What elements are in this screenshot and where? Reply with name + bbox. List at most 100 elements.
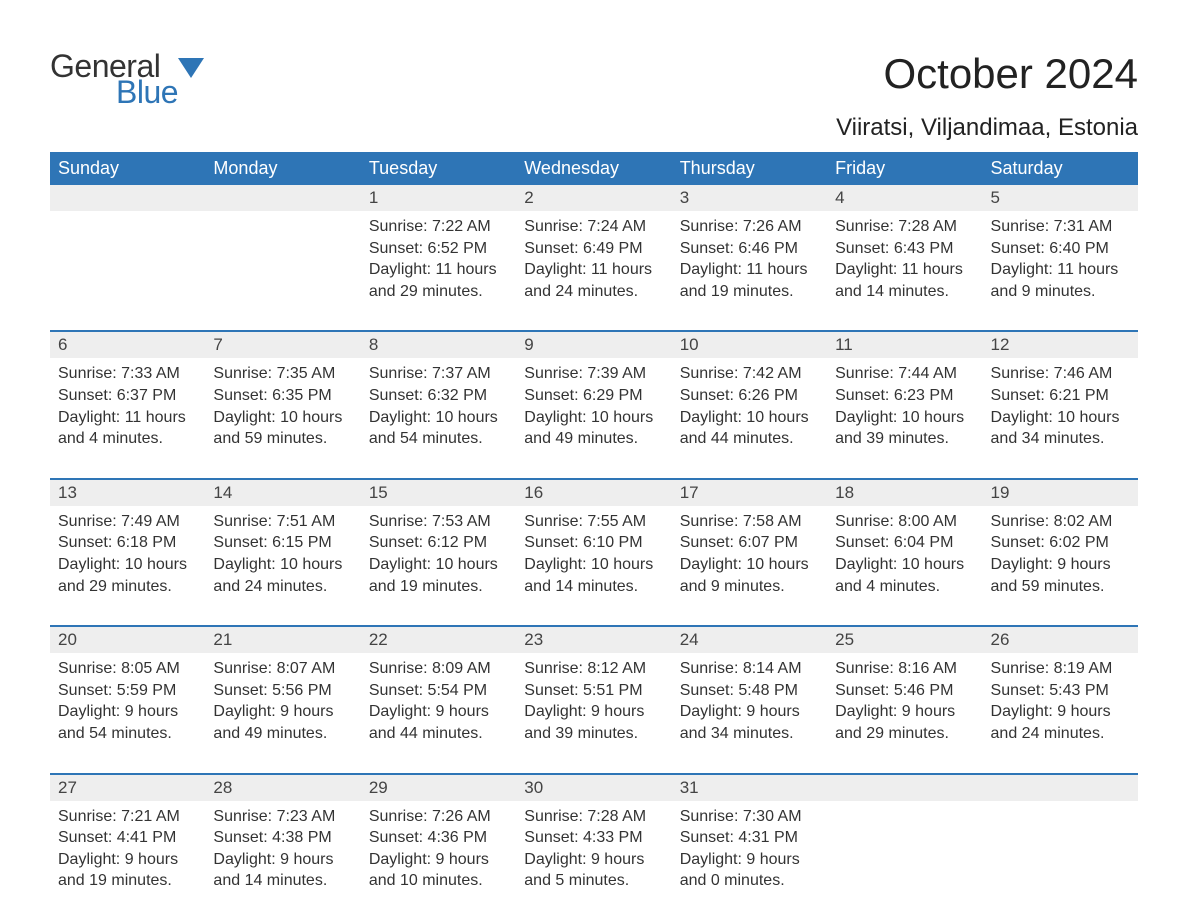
sunrise-line: Sunrise: 7:46 AM: [991, 363, 1130, 385]
sunset-line: Sunset: 6:29 PM: [524, 385, 663, 407]
day-content-cell: Sunrise: 8:05 AMSunset: 5:59 PMDaylight:…: [50, 653, 205, 773]
day-number-cell: 3: [672, 185, 827, 211]
weekday-header: Tuesday: [361, 152, 516, 185]
day-content-cell: Sunrise: 7:33 AMSunset: 6:37 PMDaylight:…: [50, 358, 205, 478]
sunrise-line: Sunrise: 8:02 AM: [991, 511, 1130, 533]
day-content-cell: Sunrise: 7:37 AMSunset: 6:32 PMDaylight:…: [361, 358, 516, 478]
day-number-row: 20212223242526: [50, 626, 1138, 653]
day-number-row: 12345: [50, 185, 1138, 211]
weekday-header: Saturday: [983, 152, 1138, 185]
day-content-row: Sunrise: 8:05 AMSunset: 5:59 PMDaylight:…: [50, 653, 1138, 773]
daylight-line: Daylight: 9 hours and 59 minutes.: [991, 554, 1130, 597]
day-number-cell: 24: [672, 626, 827, 653]
daylight-line: Daylight: 9 hours and 54 minutes.: [58, 701, 197, 744]
sunrise-line: Sunrise: 8:12 AM: [524, 658, 663, 680]
day-content-cell: Sunrise: 8:14 AMSunset: 5:48 PMDaylight:…: [672, 653, 827, 773]
day-content-cell: Sunrise: 7:39 AMSunset: 6:29 PMDaylight:…: [516, 358, 671, 478]
sunset-line: Sunset: 6:49 PM: [524, 238, 663, 260]
day-number-cell: 17: [672, 479, 827, 506]
sunset-line: Sunset: 6:21 PM: [991, 385, 1130, 407]
sunrise-line: Sunrise: 7:26 AM: [680, 216, 819, 238]
daylight-line: Daylight: 11 hours and 14 minutes.: [835, 259, 974, 302]
day-number-cell: 23: [516, 626, 671, 653]
day-content-row: Sunrise: 7:33 AMSunset: 6:37 PMDaylight:…: [50, 358, 1138, 478]
daylight-line: Daylight: 10 hours and 19 minutes.: [369, 554, 508, 597]
day-content-cell: [205, 211, 360, 331]
day-number-cell: [983, 774, 1138, 801]
logo-text: General Blue: [50, 50, 178, 108]
sunset-line: Sunset: 6:12 PM: [369, 532, 508, 554]
sunrise-line: Sunrise: 8:16 AM: [835, 658, 974, 680]
day-number-cell: 20: [50, 626, 205, 653]
day-number-cell: 18: [827, 479, 982, 506]
sunset-line: Sunset: 6:40 PM: [991, 238, 1130, 260]
sunrise-line: Sunrise: 8:05 AM: [58, 658, 197, 680]
weekday-header: Friday: [827, 152, 982, 185]
day-number-cell: 22: [361, 626, 516, 653]
day-content-cell: Sunrise: 7:49 AMSunset: 6:18 PMDaylight:…: [50, 506, 205, 626]
sunrise-line: Sunrise: 7:22 AM: [369, 216, 508, 238]
sunrise-line: Sunrise: 7:37 AM: [369, 363, 508, 385]
sunrise-line: Sunrise: 7:44 AM: [835, 363, 974, 385]
day-content-cell: Sunrise: 7:30 AMSunset: 4:31 PMDaylight:…: [672, 801, 827, 920]
weekday-header: Monday: [205, 152, 360, 185]
logo: General Blue: [50, 50, 204, 108]
daylight-line: Daylight: 10 hours and 34 minutes.: [991, 407, 1130, 450]
sunrise-line: Sunrise: 7:21 AM: [58, 806, 197, 828]
sunset-line: Sunset: 6:46 PM: [680, 238, 819, 260]
weekday-header-row: SundayMondayTuesdayWednesdayThursdayFrid…: [50, 152, 1138, 185]
day-content-cell: Sunrise: 7:28 AMSunset: 4:33 PMDaylight:…: [516, 801, 671, 920]
sunset-line: Sunset: 5:48 PM: [680, 680, 819, 702]
sunset-line: Sunset: 6:18 PM: [58, 532, 197, 554]
daylight-line: Daylight: 10 hours and 54 minutes.: [369, 407, 508, 450]
day-number-cell: 19: [983, 479, 1138, 506]
day-number-cell: 15: [361, 479, 516, 506]
sunrise-line: Sunrise: 8:14 AM: [680, 658, 819, 680]
daylight-line: Daylight: 11 hours and 24 minutes.: [524, 259, 663, 302]
sunrise-line: Sunrise: 7:58 AM: [680, 511, 819, 533]
sunset-line: Sunset: 5:54 PM: [369, 680, 508, 702]
sunset-line: Sunset: 6:43 PM: [835, 238, 974, 260]
flag-icon: [178, 58, 204, 78]
weekday-header: Wednesday: [516, 152, 671, 185]
day-number-cell: 28: [205, 774, 360, 801]
sunset-line: Sunset: 6:07 PM: [680, 532, 819, 554]
sunset-line: Sunset: 5:56 PM: [213, 680, 352, 702]
day-number-cell: 31: [672, 774, 827, 801]
day-number-cell: 5: [983, 185, 1138, 211]
day-content-row: Sunrise: 7:49 AMSunset: 6:18 PMDaylight:…: [50, 506, 1138, 626]
day-content-cell: Sunrise: 7:35 AMSunset: 6:35 PMDaylight:…: [205, 358, 360, 478]
sunrise-line: Sunrise: 7:24 AM: [524, 216, 663, 238]
sunset-line: Sunset: 6:15 PM: [213, 532, 352, 554]
daylight-line: Daylight: 11 hours and 9 minutes.: [991, 259, 1130, 302]
daylight-line: Daylight: 10 hours and 59 minutes.: [213, 407, 352, 450]
sunrise-line: Sunrise: 7:26 AM: [369, 806, 508, 828]
day-number-cell: 1: [361, 185, 516, 211]
sunrise-line: Sunrise: 7:42 AM: [680, 363, 819, 385]
calendar-body: 12345 Sunrise: 7:22 AMSunset: 6:52 PMDay…: [50, 185, 1138, 920]
day-content-cell: Sunrise: 8:19 AMSunset: 5:43 PMDaylight:…: [983, 653, 1138, 773]
day-number-cell: [827, 774, 982, 801]
sunset-line: Sunset: 5:51 PM: [524, 680, 663, 702]
day-number-cell: 27: [50, 774, 205, 801]
day-content-cell: [50, 211, 205, 331]
daylight-line: Daylight: 9 hours and 49 minutes.: [213, 701, 352, 744]
sunset-line: Sunset: 6:10 PM: [524, 532, 663, 554]
sunrise-line: Sunrise: 7:28 AM: [835, 216, 974, 238]
day-content-cell: Sunrise: 7:55 AMSunset: 6:10 PMDaylight:…: [516, 506, 671, 626]
day-number-cell: 16: [516, 479, 671, 506]
day-content-row: Sunrise: 7:21 AMSunset: 4:41 PMDaylight:…: [50, 801, 1138, 920]
day-number-row: 2728293031: [50, 774, 1138, 801]
header: General Blue October 2024: [50, 50, 1138, 108]
sunset-line: Sunset: 6:04 PM: [835, 532, 974, 554]
weekday-header: Sunday: [50, 152, 205, 185]
day-content-cell: Sunrise: 7:51 AMSunset: 6:15 PMDaylight:…: [205, 506, 360, 626]
daylight-line: Daylight: 9 hours and 34 minutes.: [680, 701, 819, 744]
day-content-cell: [983, 801, 1138, 920]
daylight-line: Daylight: 10 hours and 49 minutes.: [524, 407, 663, 450]
sunrise-line: Sunrise: 7:33 AM: [58, 363, 197, 385]
sunset-line: Sunset: 4:31 PM: [680, 827, 819, 849]
day-content-cell: Sunrise: 7:23 AMSunset: 4:38 PMDaylight:…: [205, 801, 360, 920]
sunset-line: Sunset: 5:59 PM: [58, 680, 197, 702]
day-content-cell: Sunrise: 7:53 AMSunset: 6:12 PMDaylight:…: [361, 506, 516, 626]
